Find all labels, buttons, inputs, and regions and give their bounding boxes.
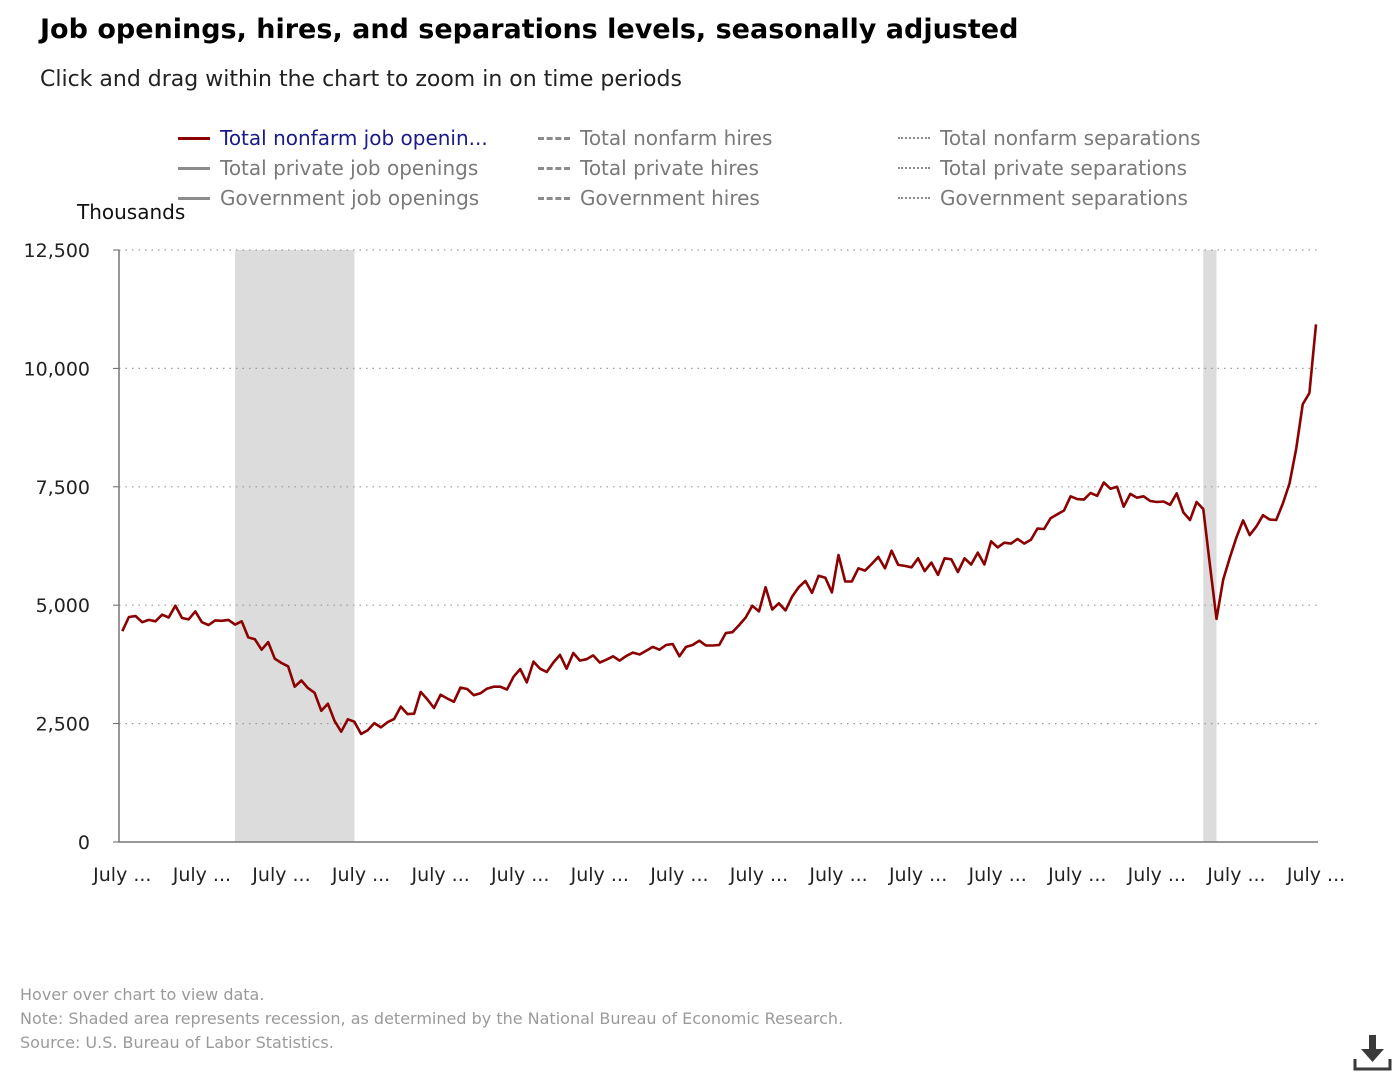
legend-label: Government job openings xyxy=(220,186,480,210)
legend-swatch xyxy=(178,166,210,170)
x-tick-label: July ... xyxy=(808,864,867,886)
x-tick-label: July ... xyxy=(1127,864,1186,886)
legend-item[interactable]: Total nonfarm separations xyxy=(898,124,1201,152)
chart-subtitle: Click and drag within the chart to zoom … xyxy=(40,67,682,92)
legend-swatch xyxy=(538,196,570,200)
legend-swatch xyxy=(538,136,570,140)
y-axis-title: Thousands xyxy=(76,200,185,224)
download-icon[interactable] xyxy=(1352,1032,1392,1072)
legend-item[interactable]: Total nonfarm job openin... xyxy=(178,124,488,152)
y-tick-label: 7,500 xyxy=(36,477,90,499)
y-tick-label: 12,500 xyxy=(24,240,90,262)
x-tick-label: July ... xyxy=(729,864,788,886)
legend-label: Total nonfarm hires xyxy=(580,126,773,150)
legend-label: Government hires xyxy=(580,186,760,210)
recession-band xyxy=(235,250,355,842)
x-tick-label: July ... xyxy=(331,864,390,886)
x-tick-label: July ... xyxy=(410,864,469,886)
legend-item[interactable]: Total nonfarm hires xyxy=(538,124,772,152)
legend-item[interactable]: Government job openings xyxy=(178,184,479,212)
legend-swatch xyxy=(898,167,930,169)
footnotes: Hover over chart to view data. Note: Sha… xyxy=(20,983,843,1055)
x-tick-label: July ... xyxy=(1206,864,1265,886)
legend-item[interactable]: Government hires xyxy=(538,184,760,212)
x-tick-label: July ... xyxy=(649,864,708,886)
x-tick-label: July ... xyxy=(888,864,947,886)
x-tick-label: July ... xyxy=(251,864,310,886)
hover-hint: Hover over chart to view data. xyxy=(20,985,265,1004)
x-tick-label: July ... xyxy=(1286,864,1345,886)
legend-label: Total private separations xyxy=(940,156,1188,180)
series-line xyxy=(121,324,1318,736)
legend-swatch xyxy=(898,137,930,139)
legend-label: Total nonfarm separations xyxy=(940,126,1201,150)
x-tick-label: July ... xyxy=(490,864,549,886)
y-tick-label: 0 xyxy=(78,832,90,854)
legend-swatch xyxy=(178,136,210,140)
x-tick-label: July ... xyxy=(92,864,151,886)
legend-label: Total nonfarm job openin... xyxy=(220,126,488,150)
y-tick-label: 5,000 xyxy=(36,595,90,617)
legend-label: Total private job openings xyxy=(220,156,479,180)
recession-band xyxy=(1203,250,1217,842)
x-tick-label: July ... xyxy=(570,864,629,886)
y-tick-label: 2,500 xyxy=(36,714,90,736)
recession-note: Note: Shaded area represents recession, … xyxy=(20,1009,844,1028)
legend-swatch xyxy=(538,166,570,170)
legend-item[interactable]: Total private separations xyxy=(898,154,1187,182)
y-tick-label: 10,000 xyxy=(24,358,90,380)
legend-swatch xyxy=(178,196,210,200)
legend-item[interactable]: Government separations xyxy=(898,184,1188,212)
legend-label: Total private hires xyxy=(580,156,759,180)
chart-title: Job openings, hires, and separations lev… xyxy=(40,14,1019,45)
source-note: Source: U.S. Bureau of Labor Statistics. xyxy=(20,1033,334,1052)
x-tick-label: July ... xyxy=(172,864,231,886)
legend-swatch xyxy=(898,197,930,199)
legend-item[interactable]: Total private hires xyxy=(538,154,759,182)
legend-label: Government separations xyxy=(940,186,1188,210)
legend-item[interactable]: Total private job openings xyxy=(178,154,478,182)
legend: Total nonfarm job openin... Total private… xyxy=(178,124,1238,214)
x-tick-label: July ... xyxy=(1047,864,1106,886)
x-tick-label: July ... xyxy=(968,864,1027,886)
line-chart[interactable]: 0 2,500 5,000 7,500 10,000 12,500 Thousands Jul… xyxy=(0,195,1400,895)
